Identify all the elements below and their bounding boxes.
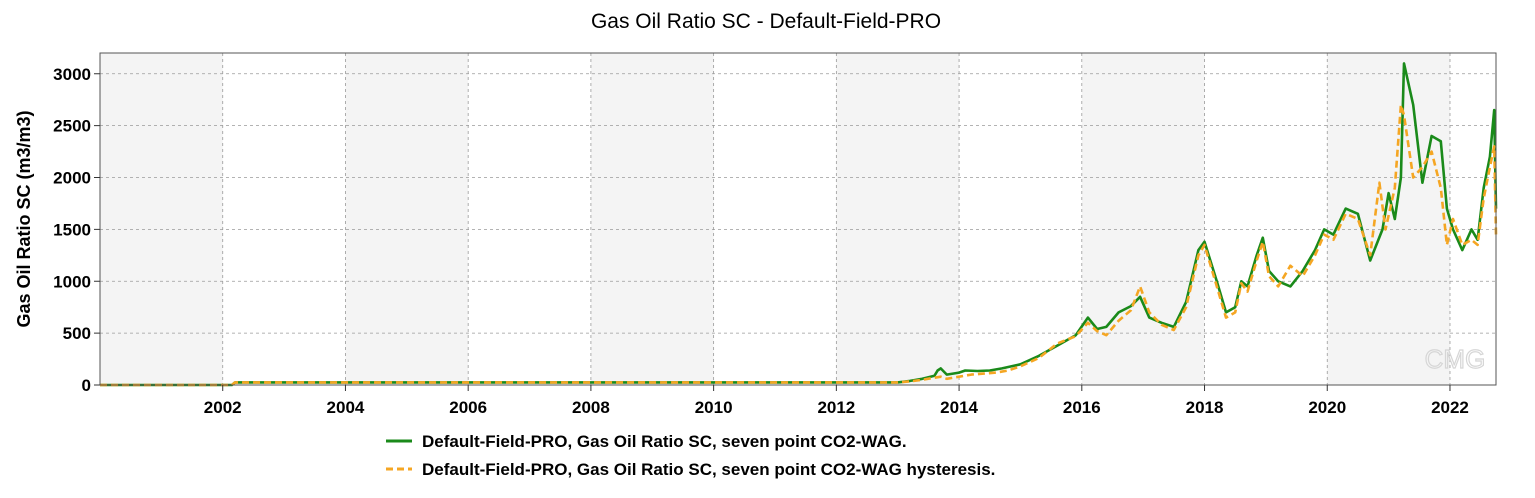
y-tick-label: 500: [63, 324, 91, 343]
plot-band: [468, 53, 591, 385]
x-tick-label: 2008: [572, 398, 610, 417]
x-axis-ticks: 2002 2004 2006 2008 2010 2012 2014 2016 2018 2020…: [204, 385, 1469, 417]
y-tick-label: 1000: [53, 272, 91, 291]
grid-lines: [100, 53, 1496, 385]
x-tick-label: 2018: [1186, 398, 1224, 417]
plot-band: [959, 53, 1082, 385]
x-tick-label: 2020: [1308, 398, 1346, 417]
x-tick-label: 2004: [327, 398, 365, 417]
y-tick-label: 0: [82, 376, 91, 395]
legend-label-1: Default-Field-PRO, Gas Oil Ratio SC, sev…: [422, 432, 907, 451]
series-line-2: [100, 103, 1498, 387]
axes: [99, 52, 1497, 386]
cmg-watermark: CMG: [1425, 344, 1486, 374]
plot-band: [222, 53, 346, 385]
x-tick-label: 2016: [1063, 398, 1101, 417]
legend-label-2: Default-Field-PRO, Gas Oil Ratio SC, sev…: [422, 460, 995, 479]
x-tick-label: 2006: [449, 398, 487, 417]
plot-border: [99, 52, 1497, 386]
series-line-1: [100, 62, 1498, 387]
plot-background: [100, 53, 1496, 385]
x-tick-label: 2022: [1431, 398, 1469, 417]
series-layer: [100, 62, 1498, 387]
x-tick-label: 2012: [817, 398, 855, 417]
y-tick-label: 1500: [53, 220, 91, 239]
plot-band: [713, 53, 837, 385]
plot-band: [1449, 53, 1496, 385]
y-tick-label: 2000: [53, 169, 91, 188]
chart-title: Gas Oil Ratio SC - Default-Field-PRO: [591, 10, 941, 33]
plot-band: [1204, 53, 1328, 385]
y-tick-label: 3000: [53, 65, 91, 84]
x-tick-label: 2010: [695, 398, 733, 417]
x-tick-label: 2002: [204, 398, 242, 417]
y-axis-label: Gas Oil Ratio SC (m3/m3): [14, 110, 34, 327]
y-axis-ticks: 0 500 1000 1500 2000 2500 3000: [53, 65, 100, 395]
y-tick-label: 2500: [53, 117, 91, 136]
x-tick-label: 2014: [940, 398, 978, 417]
legend: Default-Field-PRO, Gas Oil Ratio SC, sev…: [386, 432, 995, 479]
